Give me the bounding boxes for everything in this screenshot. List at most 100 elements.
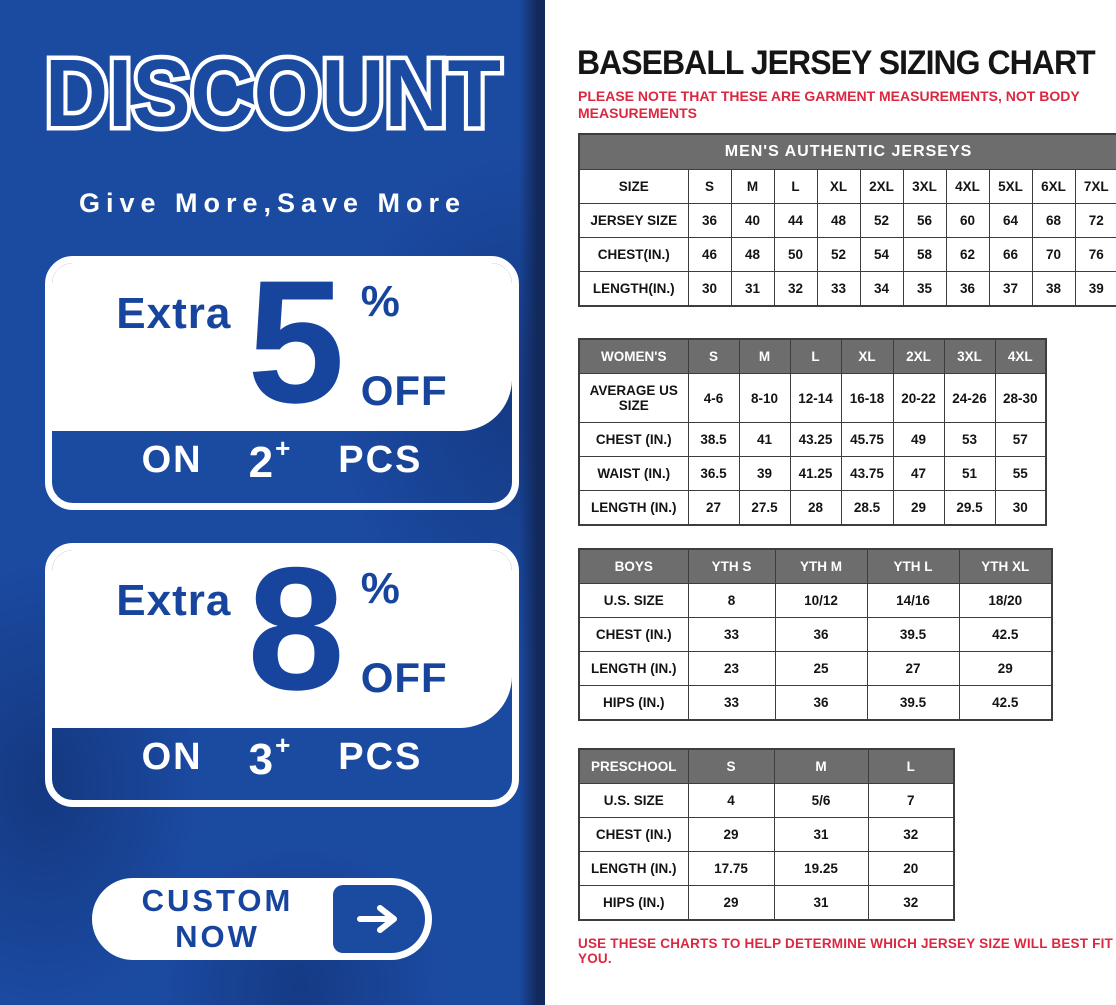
column-header: 4XL [994,338,1047,374]
discount-outline-title: DISCOUNT [41,36,506,147]
table-cell: 12-14 [789,373,842,423]
custom-now-button[interactable]: CUSTOM NOW [92,878,432,960]
table-cell: 28 [789,490,842,526]
table-cell: 4-6 [687,373,740,423]
row-label: CHEST (IN.) [578,617,689,652]
table-cell: 10/12 [774,583,868,618]
table-cell: 60 [945,203,990,238]
column-header: YTH S [687,548,776,584]
preschool-sizing-table: PRESCHOOL S M L U.S. SIZE 4 5/6 7 CHEST (IN.) 29 3… [578,748,955,921]
offer-condition: ON 3+ PCS [52,728,512,786]
column-header: L [773,169,818,204]
tagline: Give More,Save More [78,188,467,218]
quantity-label: 3+ [248,729,293,784]
table-cell: 57 [994,422,1047,457]
mens-authentic-jerseys-table: MEN'S AUTHENTIC JERSEYS SIZE S M L XL 2XL 3XL 4X… [578,133,1116,307]
size-table: PRESCHOOL S M L U.S. SIZE 4 5/6 7 CHEST (IN.) 29 3… [578,748,955,921]
table-cell: 31 [773,817,869,852]
column-header: M [773,748,869,784]
table-cell: 27 [866,651,960,686]
table-cell: 53 [943,422,996,457]
pcs-label: PCS [338,735,423,778]
table-cell: 29.5 [943,490,996,526]
percent-sign: % [360,277,400,326]
table-cell: 7 [867,783,955,818]
table-cell: 16-18 [840,373,894,423]
offer-value: 8 [247,543,345,727]
table-cell: 47 [892,456,945,491]
page-title: BASEBALL JERSEY SIZING CHART [577,44,1096,82]
row-label: HIPS (IN.) [578,685,689,721]
table-cell: 49 [892,422,945,457]
column-header: 4XL [945,169,990,204]
table-cell: 36 [687,203,732,238]
table-cell: 39.5 [866,685,960,721]
table-cell: 62 [945,237,990,272]
on-label: ON [141,438,203,481]
table-cell: 42.5 [958,617,1053,652]
table-cell: 40 [730,203,775,238]
column-header: S [687,169,732,204]
offer-condition: ON 2+ PCS [52,431,512,489]
row-label: U.S. SIZE [578,583,689,618]
table-cell: 34 [859,271,904,307]
row-label: U.S. SIZE [578,783,689,818]
table-cell: 8 [687,583,776,618]
table-cell: 37 [988,271,1033,307]
table-cell: 48 [730,237,775,272]
size-table: WOMEN'S S M L XL 2XL 3XL 4XL AVERAGE US SIZE 4-6 8… [578,338,1047,526]
plus-sign: + [275,432,293,463]
column-header: 6XL [1031,169,1076,204]
table-cell: 19.25 [773,851,869,886]
offer-detail: Extra 5 % OFF [52,263,512,431]
row-label: LENGTH (IN.) [578,651,689,686]
table-cell: 76 [1074,237,1116,272]
table-cell: 33 [687,617,776,652]
table-cell: 28-30 [994,373,1047,423]
table-cell: 66 [988,237,1033,272]
table-cell: 20 [867,851,955,886]
column-header: S [687,338,740,374]
table-cell: 38.5 [687,422,740,457]
table-cell: 72 [1074,203,1116,238]
column-header: S [687,748,775,784]
column-header: YTH L [866,548,960,584]
row-label: LENGTH(IN.) [578,271,689,307]
table-cell: 8-10 [738,373,791,423]
table-cell: 70 [1031,237,1076,272]
table-cell: 17.75 [687,851,775,886]
column-header: L [789,338,842,374]
table-cell: 39 [1074,271,1116,307]
table-cell: 33 [816,271,861,307]
table-cell: 55 [994,456,1047,491]
row-label: LENGTH (IN.) [578,851,689,886]
column-header: WOMEN'S [578,338,689,374]
table-cell: 64 [988,203,1033,238]
table-title: MEN'S AUTHENTIC JERSEYS [578,133,1116,170]
table-cell: 46 [687,237,732,272]
offer-prefix: Extra [116,576,232,625]
table-cell: 68 [1031,203,1076,238]
column-header: SIZE [578,169,689,204]
table-cell: 35 [902,271,947,307]
table-cell: 41.25 [789,456,842,491]
sizing-chart-panel: BASEBALL JERSEY SIZING CHART PLEASE NOTE… [575,0,1116,1005]
table-cell: 51 [943,456,996,491]
offer-side-labels: % OFF [361,277,448,415]
column-header: XL [816,169,861,204]
table-cell: 32 [867,885,955,921]
row-label: CHEST(IN.) [578,237,689,272]
column-header: PRESCHOOL [578,748,689,784]
on-label: ON [141,735,203,778]
table-cell: 38 [1031,271,1076,307]
garment-measurement-note: PLEASE NOTE THAT THESE ARE GARMENT MEASU… [578,88,1080,121]
offer-prefix: Extra [116,289,232,338]
table-cell: 29 [687,885,775,921]
table-cell: 27.5 [738,490,791,526]
table-cell: 29 [892,490,945,526]
boys-sizing-table: BOYS YTH S YTH M YTH L YTH XL U.S. SIZE 8 10/12… [578,548,1053,721]
column-header: BOYS [578,548,689,584]
quantity-label: 2+ [248,432,293,487]
off-label: OFF [360,367,448,414]
